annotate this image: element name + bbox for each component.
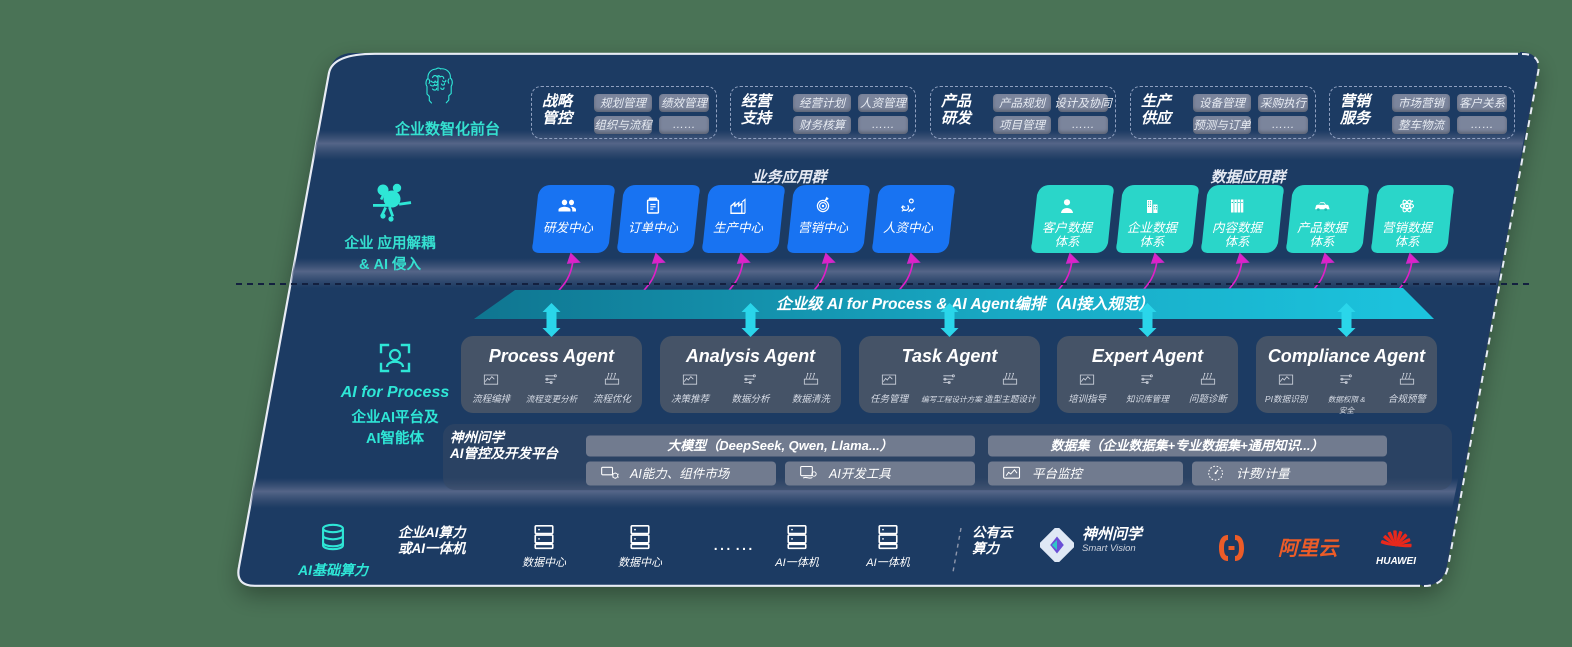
svg-text:大模型（DeepSeek, Qwen, Llama...）: 大模型（DeepSeek, Qwen, Llama...） [667, 438, 892, 453]
svg-text:企业级 AI for Process & AI Agent编: 企业级 AI for Process & AI Agent编排（AI接入规范） [776, 295, 1154, 313]
svg-text:数据集（企业数据集+专业数据集+通用知识...）: 数据集（企业数据集+专业数据集+通用知识...） [1050, 438, 1323, 453]
